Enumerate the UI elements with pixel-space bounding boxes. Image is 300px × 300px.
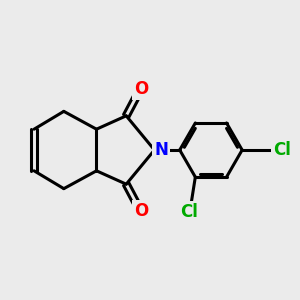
- Text: Cl: Cl: [180, 203, 198, 221]
- Text: O: O: [134, 202, 148, 220]
- Text: O: O: [134, 80, 148, 98]
- Text: N: N: [154, 141, 168, 159]
- Text: Cl: Cl: [273, 141, 291, 159]
